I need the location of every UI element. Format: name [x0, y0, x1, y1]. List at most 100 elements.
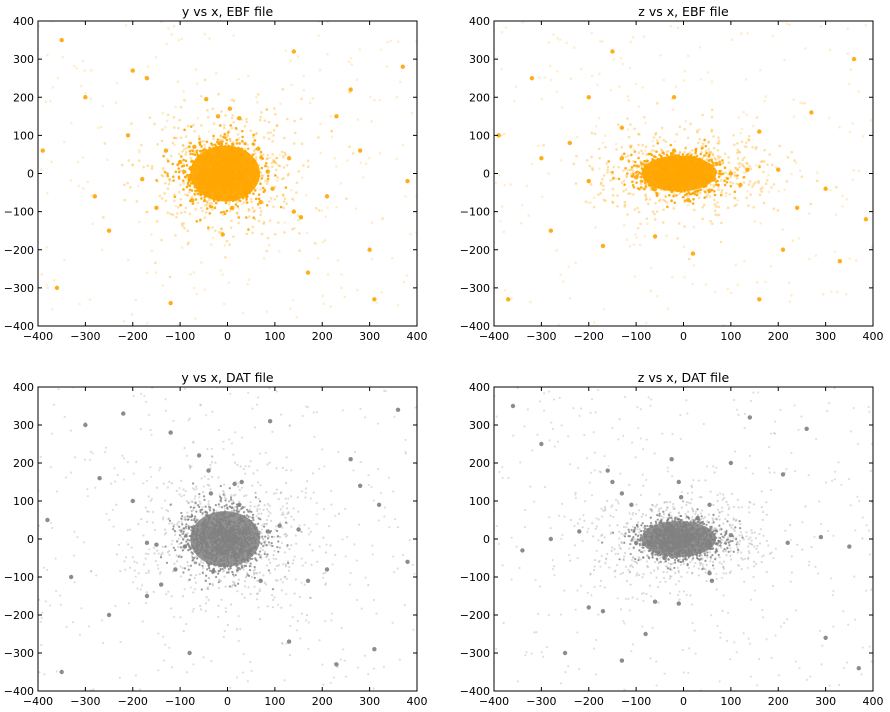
data-point [59, 669, 64, 675]
data-point [851, 56, 857, 62]
data-point [785, 540, 790, 545]
y-tick-label: −400 [4, 685, 34, 698]
data-point [125, 133, 131, 138]
data-point [68, 574, 74, 580]
data-point [709, 578, 715, 583]
data-point [54, 285, 60, 291]
data-point [286, 156, 292, 161]
y-tick-label: 300 [469, 419, 490, 432]
x-tick-label: −100 [165, 695, 195, 708]
data-point [203, 190, 209, 195]
y-tick-label: −400 [460, 320, 490, 333]
data-point [496, 133, 501, 138]
chart-title: z vs x, DAT file [638, 370, 730, 385]
data-point [227, 106, 233, 111]
y-tick-label: −300 [460, 282, 490, 295]
data-point [652, 529, 658, 534]
x-tick-label: 300 [359, 330, 380, 343]
data-point [83, 422, 88, 428]
data-point [738, 182, 743, 188]
data-point [187, 175, 192, 180]
data-point [376, 502, 382, 507]
y-tick-label: 400 [13, 15, 34, 28]
data-point [232, 481, 237, 487]
data-point [823, 186, 828, 191]
data-point [676, 536, 681, 542]
data-point [211, 167, 216, 172]
y-tick-label: −100 [460, 206, 490, 219]
y-tick-label: −200 [4, 609, 34, 622]
x-tick-label: 100 [264, 330, 285, 343]
data-point [258, 578, 263, 583]
data-point [220, 232, 225, 237]
data-point [548, 536, 554, 542]
y-tick-label: 100 [13, 495, 34, 508]
data-point [189, 197, 195, 203]
y-tick-label: 0 [483, 168, 490, 181]
data-point [539, 156, 544, 161]
y-tick-label: −300 [460, 647, 490, 660]
x-tick-label: 300 [359, 695, 380, 708]
data-point [298, 215, 304, 220]
data-point [662, 167, 667, 172]
data-point [173, 567, 178, 572]
x-tick-label: −400 [23, 330, 53, 343]
x-tick-label: −200 [574, 695, 604, 708]
data-point [695, 175, 700, 180]
x-tick-label: 300 [815, 330, 836, 343]
data-point [121, 411, 126, 416]
data-point [652, 186, 658, 191]
data-point [348, 457, 353, 462]
data-point [258, 199, 263, 205]
x-tick-label: 200 [768, 695, 789, 708]
data-point [215, 114, 221, 119]
data-point [348, 87, 353, 92]
data-point [106, 612, 112, 618]
data-point [823, 635, 828, 640]
y-tick-label: 200 [469, 91, 490, 104]
data-point [837, 258, 843, 264]
data-point [671, 95, 677, 100]
data-point [372, 647, 377, 652]
data-point [695, 515, 700, 521]
data-point [192, 144, 197, 150]
x-tick-label: −200 [574, 330, 604, 343]
data-point [187, 650, 192, 656]
data-point [586, 95, 591, 100]
x-tick-label: 400 [407, 695, 428, 708]
data-point [567, 140, 572, 146]
y-tick-label: 200 [469, 457, 490, 470]
x-tick-label: 200 [768, 330, 789, 343]
data-point [225, 171, 230, 176]
subplot-y-vs-x-ebf: −400 −300 −200 −100 0 100 200 300 400 −400 −300 −20… [4, 4, 428, 343]
y-tick-label: −200 [460, 244, 490, 257]
x-tick-label: −400 [479, 695, 509, 708]
data-point [83, 95, 88, 100]
data-point [662, 555, 667, 561]
data-point [244, 194, 249, 199]
data-point [714, 161, 719, 167]
data-point [678, 495, 684, 500]
data-point [45, 517, 50, 523]
y-tick-label: 100 [469, 495, 490, 508]
data-point [619, 658, 625, 663]
y-tick-label: −200 [4, 244, 34, 257]
y-tick-label: 400 [469, 381, 490, 394]
data-point [795, 205, 800, 211]
data-point [757, 129, 762, 134]
data-point [686, 197, 691, 203]
y-tick-label: −400 [4, 320, 34, 333]
data-point [747, 415, 753, 420]
data-point [745, 167, 750, 172]
data-point [539, 441, 544, 447]
data-point [206, 468, 211, 473]
data-point [780, 472, 786, 477]
subplot-z-vs-x-ebf: −400 −300 −200 −100 0 100 200 300 400 −400 −300 −20… [460, 4, 884, 343]
x-tick-label: 0 [224, 330, 231, 343]
x-tick-label: −400 [23, 695, 53, 708]
data-point [182, 544, 188, 549]
y-tick-label: 0 [483, 533, 490, 546]
data-point [324, 567, 330, 572]
data-point [643, 163, 648, 169]
